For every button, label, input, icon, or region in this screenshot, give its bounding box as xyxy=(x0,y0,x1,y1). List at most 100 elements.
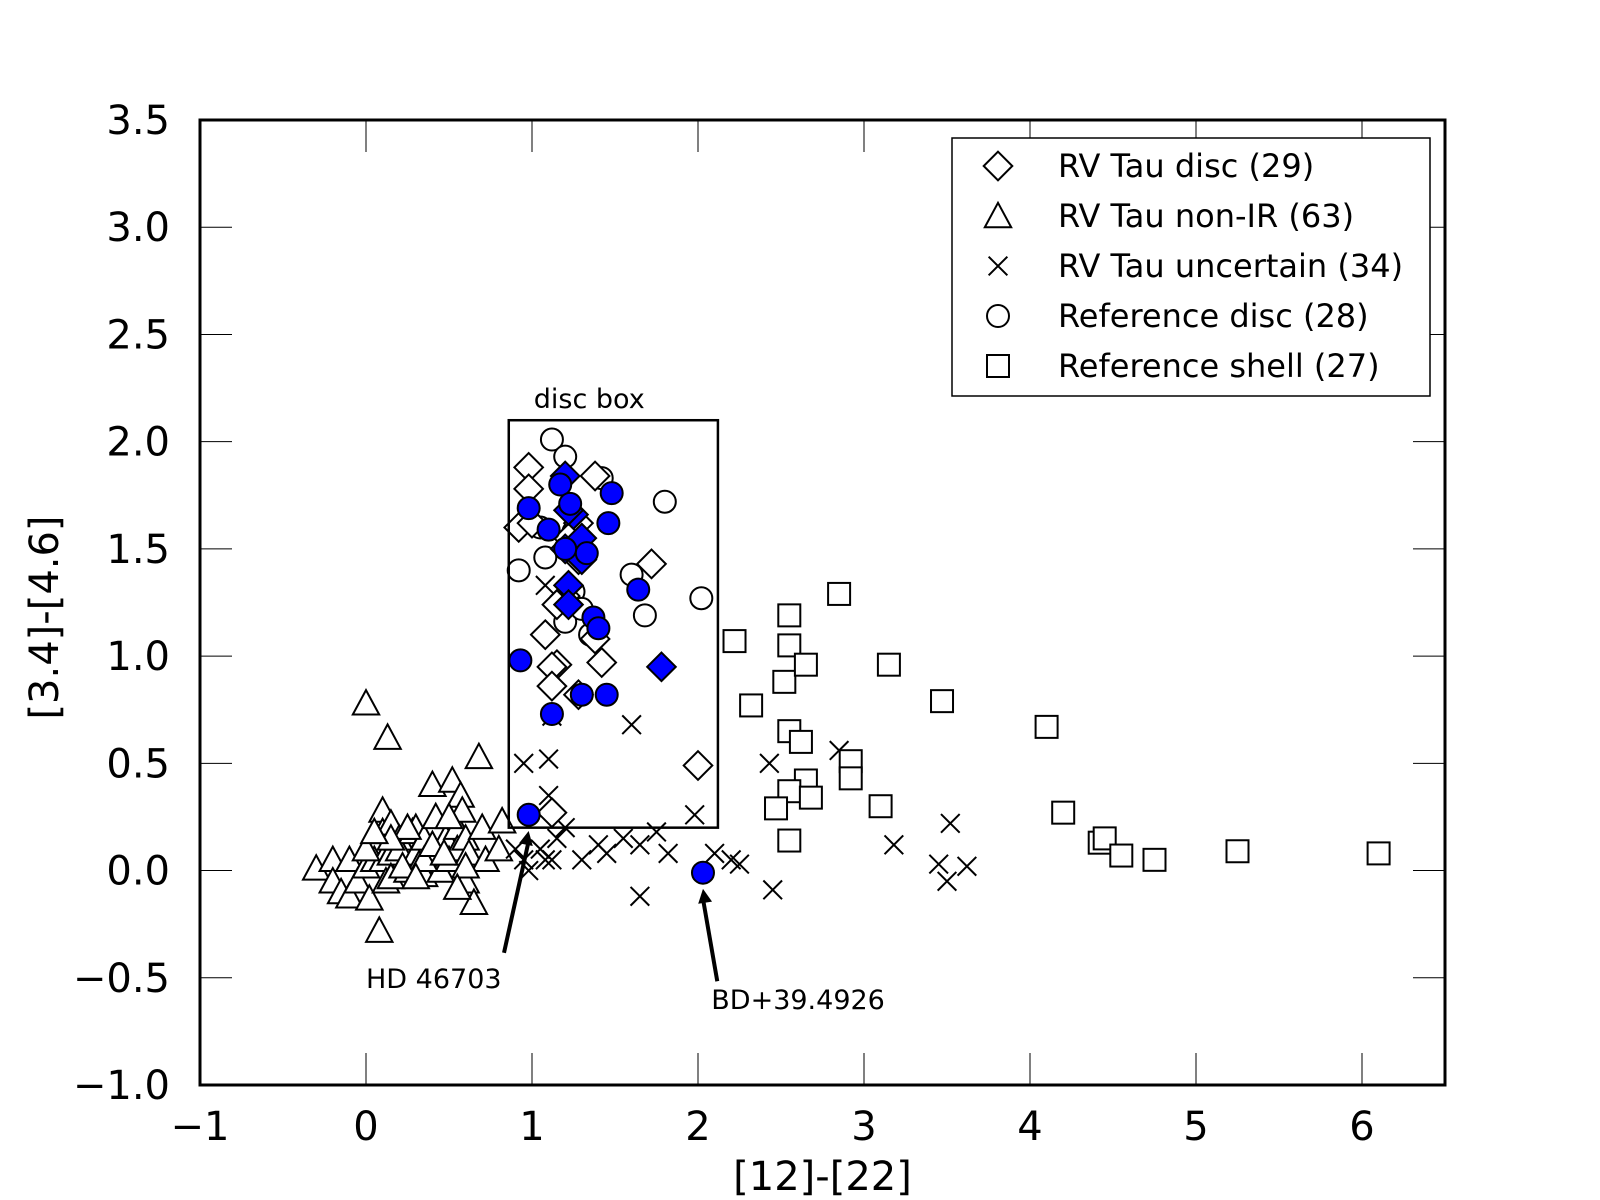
y-tick-label: 2.0 xyxy=(106,420,170,466)
x-point xyxy=(704,843,725,864)
square-point xyxy=(827,581,852,606)
legend-circle-icon xyxy=(986,304,1010,328)
circle-point xyxy=(574,541,599,566)
x-tick-label: −1 xyxy=(171,1104,230,1150)
triangle-point xyxy=(387,850,418,879)
disc-box: disc box xyxy=(507,384,720,829)
triangle-point xyxy=(364,915,395,943)
square-point xyxy=(793,652,818,677)
diamond-point xyxy=(682,749,714,782)
x-point xyxy=(684,804,705,825)
legend-diamond-icon xyxy=(982,150,1014,182)
circle-point xyxy=(596,511,621,536)
square-point xyxy=(722,629,747,654)
triangle-point xyxy=(429,838,459,866)
square-point xyxy=(777,828,802,853)
square-point xyxy=(1225,839,1250,864)
square-point xyxy=(876,652,901,677)
legend-square-icon xyxy=(986,354,1010,378)
square-point xyxy=(1109,843,1134,868)
circle-point xyxy=(508,648,533,673)
x-tick-label: 5 xyxy=(1183,1104,1208,1150)
legend-label: RV Tau disc (29) xyxy=(1058,147,1314,185)
legend-label: RV Tau non-IR (63) xyxy=(1058,197,1354,235)
circle-point xyxy=(594,682,619,707)
circle-point xyxy=(516,802,541,827)
triangle-point xyxy=(442,872,473,900)
legend-label: Reference shell (27) xyxy=(1058,347,1380,385)
x-point xyxy=(629,886,650,907)
x-tick-label: 3 xyxy=(851,1104,876,1150)
triangle-point xyxy=(434,801,464,830)
triangle-point xyxy=(359,816,390,845)
legend-label: Reference disc (28) xyxy=(1058,297,1369,335)
diamond-point xyxy=(536,670,568,702)
square-point xyxy=(739,693,764,718)
circle-point xyxy=(539,702,564,727)
annotation-arrow-hd46703 xyxy=(502,840,531,954)
y-tick-label: 3.5 xyxy=(106,98,170,144)
x-point xyxy=(646,821,667,843)
circle-point xyxy=(652,489,677,514)
square-point xyxy=(772,669,797,694)
circle-point xyxy=(626,577,651,602)
triangle-point xyxy=(464,741,494,770)
diamond-point xyxy=(529,618,561,651)
x-point xyxy=(883,834,904,855)
disc-box-label: disc box xyxy=(534,384,645,415)
annotations: HD 46703 BD+39.4926 xyxy=(366,830,885,1016)
triangle-point xyxy=(459,887,489,915)
x-point xyxy=(546,828,567,849)
circle-point xyxy=(539,427,564,452)
circle-point xyxy=(558,491,583,516)
circle-point xyxy=(569,682,594,707)
square-point xyxy=(764,796,789,821)
square-point xyxy=(1366,841,1391,866)
square-point xyxy=(777,633,802,658)
circle-point xyxy=(553,536,578,561)
y-tick-label: 1.5 xyxy=(106,527,170,573)
x-point xyxy=(956,856,977,877)
y-axis-label: [3.4]-[4.6] xyxy=(22,515,68,719)
square-point xyxy=(838,766,863,791)
circle-point xyxy=(516,496,541,521)
x-point xyxy=(621,714,642,735)
y-tick-label: −1.0 xyxy=(73,1063,170,1109)
triangle-point xyxy=(450,850,481,879)
x-point xyxy=(538,748,559,770)
x-point xyxy=(541,849,562,870)
y-tick-label: 3.0 xyxy=(106,205,170,251)
circle-point xyxy=(536,517,561,542)
circle-point xyxy=(533,545,558,570)
y-tick-label: 2.5 xyxy=(106,312,170,358)
annotation-arrowhead-bd39 xyxy=(698,888,713,904)
triangle-point xyxy=(392,812,423,840)
x-point xyxy=(513,753,534,774)
annotation-arrowhead-hd46703 xyxy=(519,830,533,847)
circle-point xyxy=(599,481,624,506)
x-point xyxy=(936,871,958,892)
diamond-point xyxy=(579,460,611,492)
triangle-point xyxy=(400,861,431,890)
triangle-point xyxy=(351,833,381,862)
x-tick-label: 0 xyxy=(353,1104,378,1150)
y-tick-label: −0.5 xyxy=(73,956,170,1002)
circle-point xyxy=(689,586,714,611)
x-tick-label: 1 xyxy=(519,1104,544,1150)
square-point xyxy=(1034,714,1059,739)
square-point xyxy=(777,603,802,628)
triangle-point xyxy=(334,880,365,909)
tick-labels: −1 0 1 2 3 4 5 6 −1.0 −0.5 0.0 0.5 1.0 1.5 2.0 2.5 3.0 3.… xyxy=(73,98,1375,1150)
x-tick-label: 2 xyxy=(685,1104,710,1150)
square-point xyxy=(930,689,955,714)
x-point xyxy=(658,843,679,864)
triangle-point xyxy=(354,883,385,911)
square-point xyxy=(788,729,813,754)
x-point xyxy=(571,849,592,870)
diamond-point xyxy=(635,548,668,580)
x-point xyxy=(535,575,556,596)
square-point xyxy=(868,794,893,819)
square-point xyxy=(1142,847,1167,872)
square-point xyxy=(798,785,823,810)
